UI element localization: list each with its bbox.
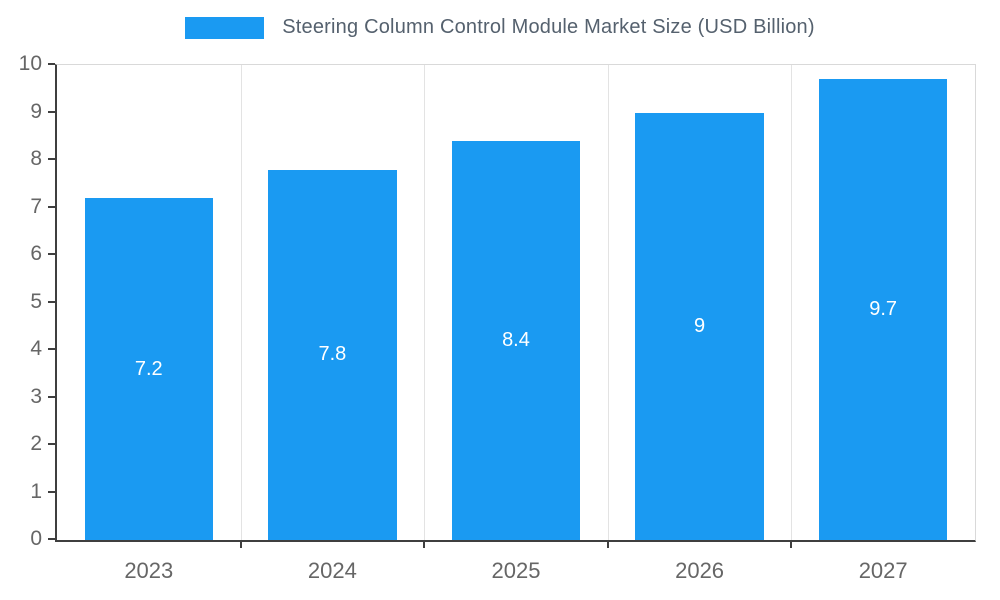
y-tick-label: 4: [30, 337, 42, 360]
bar-2026: 9: [635, 112, 764, 540]
y-tick-mark: [48, 158, 55, 160]
x-category-label: 2023: [124, 558, 174, 583]
chart-title: Steering Column Control Module Market Si…: [282, 16, 815, 38]
x-category-label: 2025: [491, 558, 541, 583]
y-tick-mark: [48, 110, 55, 113]
legend-swatch: [185, 16, 265, 39]
x-category-label: 2026: [675, 558, 725, 583]
x-category-label: 2024: [307, 558, 357, 583]
bar-slot-2026: 9: [608, 65, 792, 540]
bar-2024: 7.8: [268, 169, 397, 540]
x-tick-mark: [423, 541, 426, 548]
y-tick-label: 2: [30, 432, 42, 455]
y-tick-mark: [48, 300, 55, 303]
bar-value-label: 8.4: [502, 329, 530, 351]
y-axis-labels: 0 1 2 3 4 5 6 7 8 9 10: [0, 52, 42, 550]
y-tick-label: 9: [30, 99, 42, 123]
y-tick-mark: [48, 490, 55, 493]
y-tick-label: 1: [30, 479, 42, 503]
y-tick-label: 6: [30, 242, 42, 265]
category-gridline: [791, 65, 793, 540]
plot-area: 7.2 7.8 8.4 9 9.7: [55, 64, 976, 542]
chart-legend: Steering Column Control Module Market Si…: [0, 16, 1000, 39]
x-category-label: 2027: [858, 558, 908, 583]
bar-value-label: 7.2: [134, 357, 163, 380]
bar-2027: 9.7: [818, 79, 948, 540]
y-tick-mark: [48, 63, 55, 65]
x-tick-mark: [239, 541, 242, 548]
y-tick-mark: [48, 443, 55, 445]
y-tick-mark: [48, 253, 55, 255]
y-tick-label: 7: [30, 194, 42, 218]
bar-value-label: 9: [694, 314, 706, 337]
y-tick-label: 3: [30, 384, 42, 408]
bars: 7.2 7.8 8.4 9 9.7: [57, 65, 975, 540]
category-gridline: [607, 65, 609, 540]
y-axis-ticks: [48, 63, 55, 540]
x-axis-labels: 2023 2024 2025 2026 2027: [57, 558, 975, 584]
y-tick-label: 8: [30, 147, 42, 170]
x-tick-mark: [606, 541, 609, 548]
y-tick-label: 10: [18, 52, 42, 75]
bar-slot-2027: 9.7: [791, 65, 975, 540]
y-tick-mark: [48, 395, 55, 398]
bar-slot-2025: 8.4: [424, 65, 608, 540]
x-axis-ticks: [57, 541, 975, 548]
x-tick-mark: [790, 541, 793, 548]
bar-2023: 7.2: [84, 198, 214, 540]
y-tick-label: 5: [30, 289, 42, 313]
bar-slot-2024: 7.8: [241, 65, 425, 540]
y-tick-mark: [48, 205, 55, 208]
category-gridline: [424, 65, 426, 540]
category-gridline: [240, 65, 242, 540]
bar-2025: 8.4: [451, 141, 581, 540]
bar-value-label: 7.8: [318, 343, 347, 366]
y-tick-mark: [48, 348, 55, 350]
bar-value-label: 9.7: [869, 298, 898, 321]
y-tick-label: 0: [30, 527, 42, 550]
y-tick-mark: [48, 538, 55, 540]
bar-slot-2023: 7.2: [57, 65, 241, 540]
